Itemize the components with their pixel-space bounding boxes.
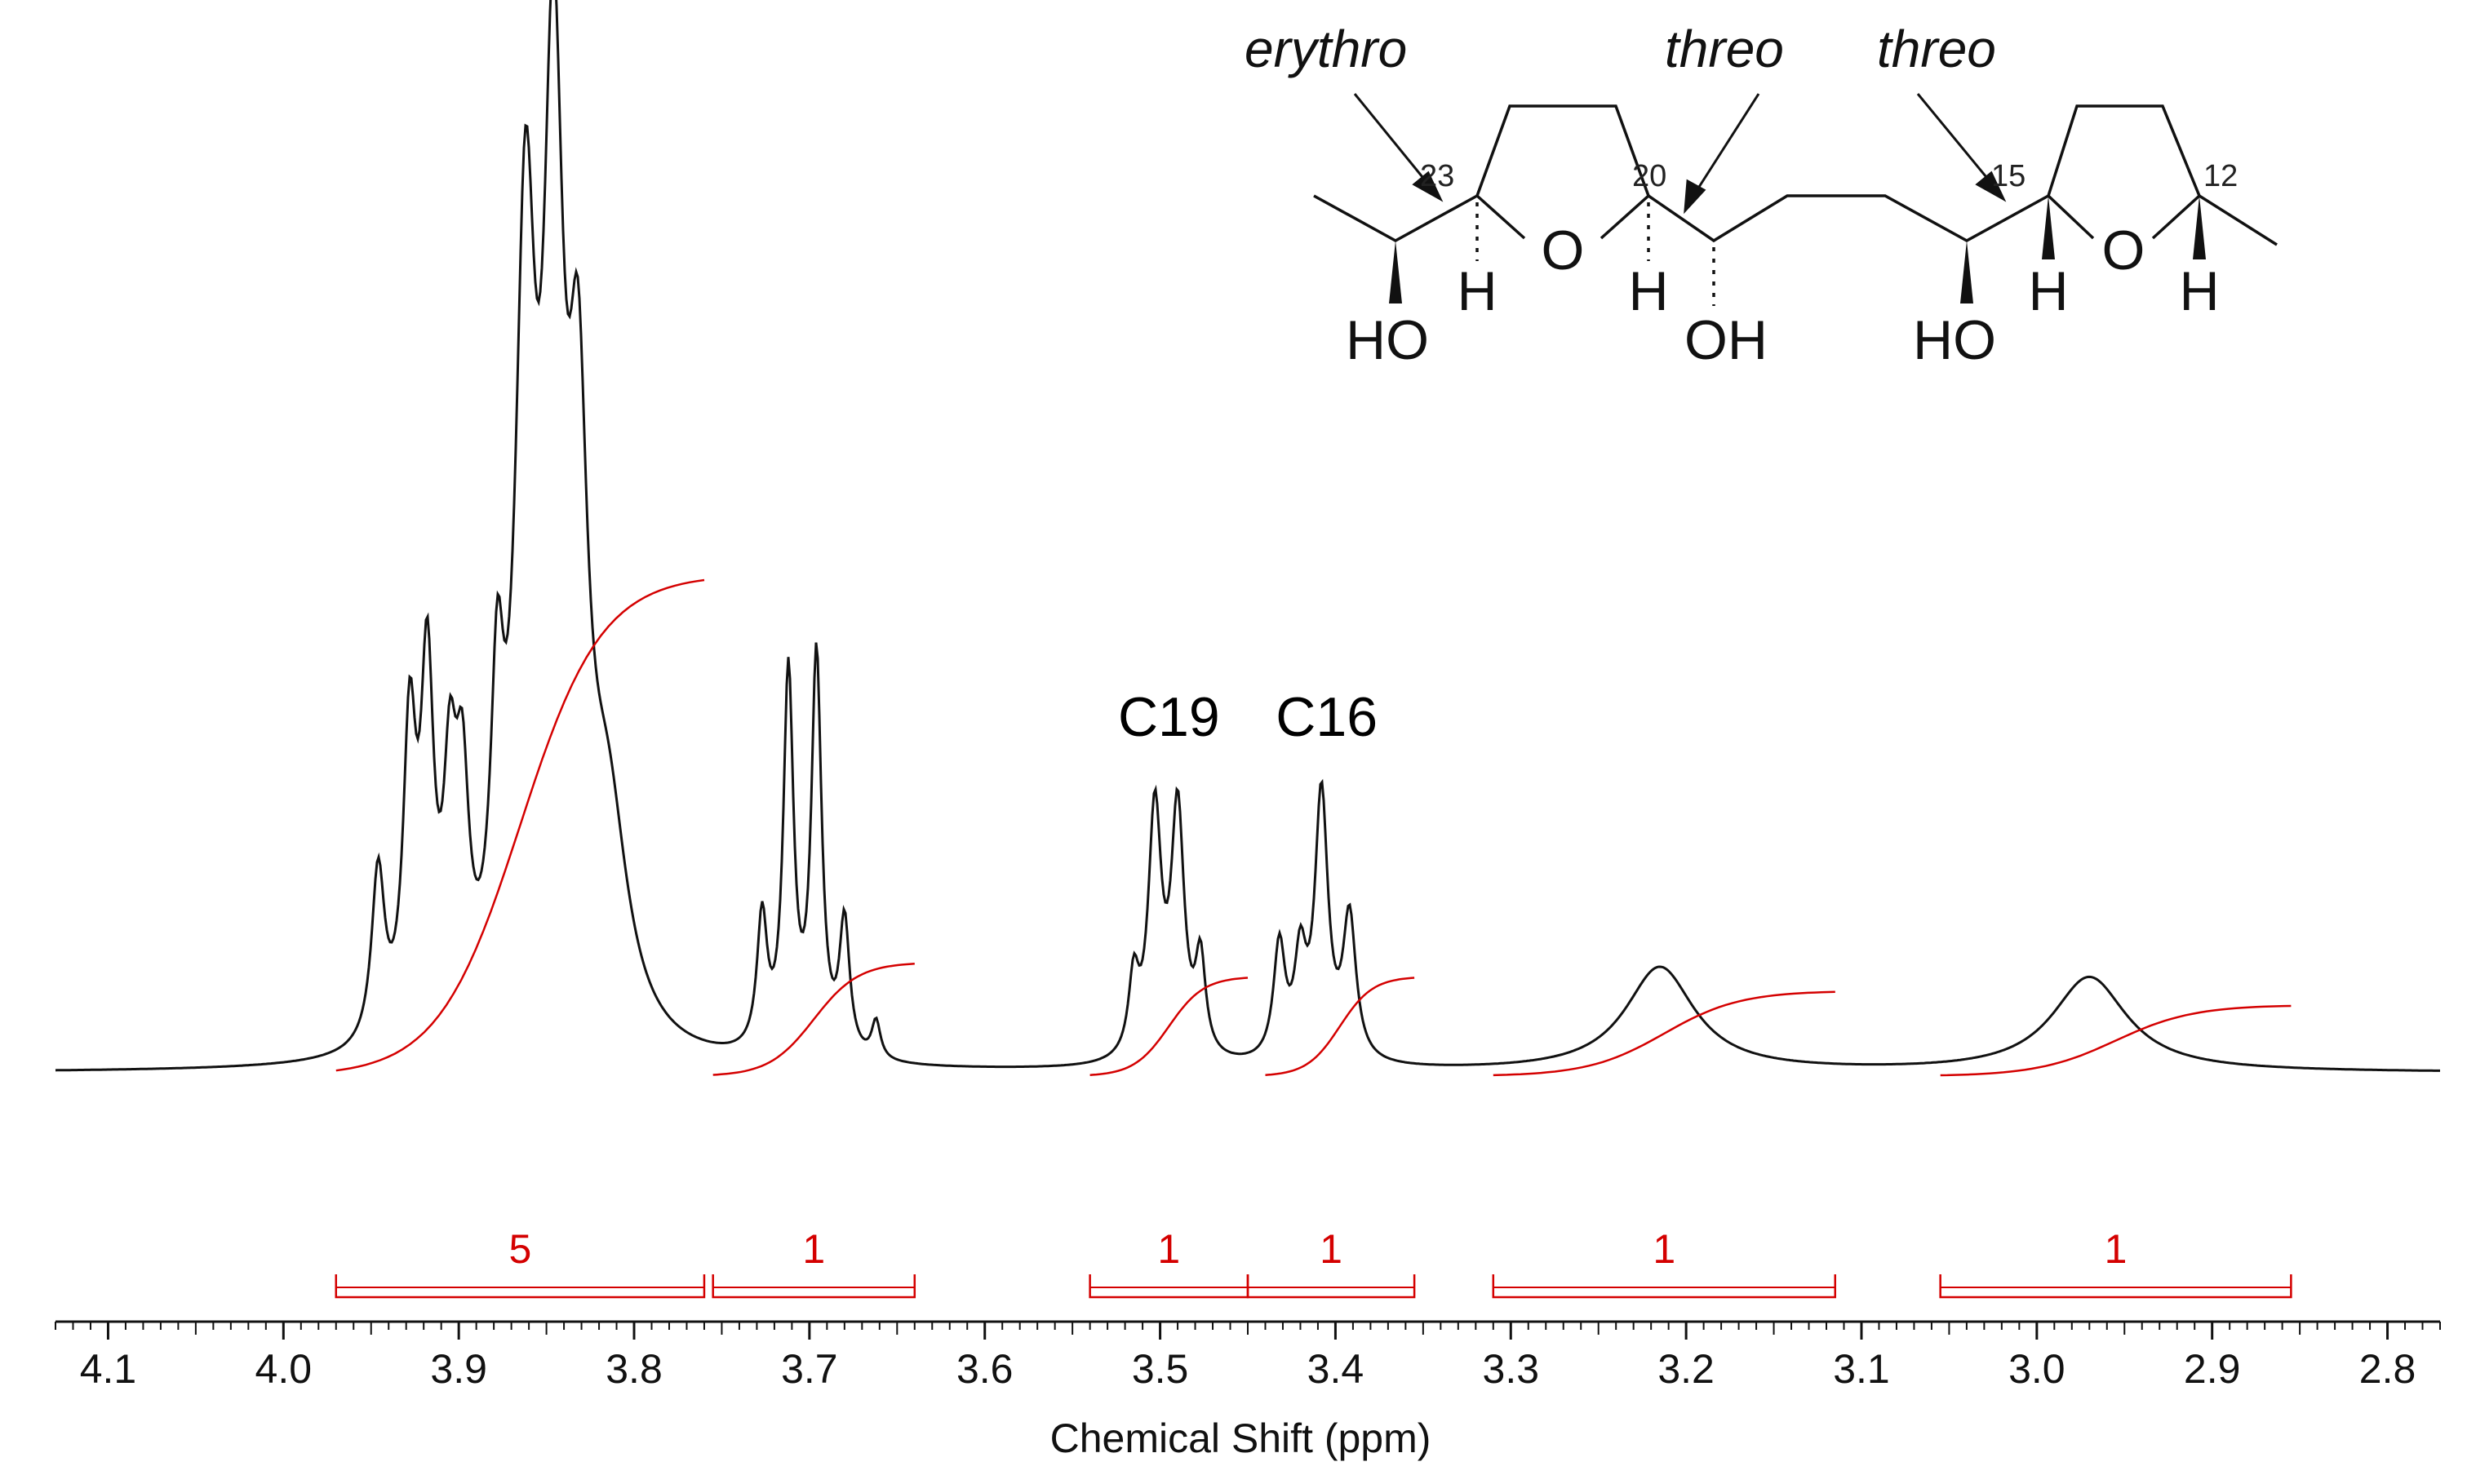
x-tick-label: 4.0 xyxy=(255,1346,313,1392)
x-tick-label: 3.7 xyxy=(781,1346,838,1392)
integral-brackets: 5 1 1 1 1 1 xyxy=(335,1226,2292,1299)
x-axis: 4.1 4.0 3.9 3.8 3.7 3.6 3.5 3.4 3.3 3.2 3.1 3.0 2.9 2… xyxy=(55,1320,2441,1392)
hydrogen-c15: H xyxy=(2028,260,2068,322)
ring-oxygen-left: O xyxy=(1542,219,1585,281)
carbon-number-20: 20 xyxy=(1632,159,1666,193)
x-axis-title: Chemical Shift (ppm) xyxy=(1050,1415,1431,1461)
x-tick-label: 3.0 xyxy=(2008,1346,2065,1392)
carbon-number-23: 23 xyxy=(1420,159,1454,193)
hydrogen-c23: H xyxy=(1457,260,1497,322)
integral-bracket-4: 1 xyxy=(1246,1226,1416,1299)
integral-curve-1 xyxy=(335,578,705,1072)
x-tick-label: 3.8 xyxy=(606,1346,663,1392)
wedge-bonds xyxy=(1389,196,2206,303)
stereo-arrows xyxy=(1353,93,2007,215)
hydroxyl-c24: HO xyxy=(1346,309,1429,371)
integral-label-3: 1 xyxy=(1157,1226,1180,1272)
integral-curve-2 xyxy=(712,963,915,1076)
integral-bracket-5: 1 xyxy=(1492,1226,1837,1299)
peak-annotations: C19 C16 xyxy=(1118,686,1378,748)
x-tick-label: 3.3 xyxy=(1483,1346,1540,1392)
integral-curves xyxy=(335,578,2292,1077)
x-tick-label: 2.9 xyxy=(2184,1346,2241,1392)
integral-label-1: 5 xyxy=(508,1226,531,1272)
skeleton-bonds xyxy=(1313,104,2278,306)
spectrum-trace xyxy=(55,0,2440,1072)
hydrogen-c20: H xyxy=(1628,260,1668,322)
integral-bracket-1: 5 xyxy=(335,1226,706,1299)
peak-annotation-c16: C16 xyxy=(1276,686,1378,748)
integral-bracket-3: 1 xyxy=(1089,1226,1249,1299)
ring-oxygen-right: O xyxy=(2102,219,2145,281)
hydroxyl-c16: HO xyxy=(1913,309,1996,371)
integral-curve-6 xyxy=(1940,1004,2292,1077)
integral-bracket-2: 1 xyxy=(712,1226,916,1299)
integral-label-5: 1 xyxy=(1653,1226,1675,1272)
integral-curve-5 xyxy=(1493,990,1835,1077)
integral-curve-4 xyxy=(1265,977,1415,1076)
x-tick-label: 3.4 xyxy=(1307,1346,1364,1392)
integral-label-4: 1 xyxy=(1320,1226,1342,1272)
integral-label-2: 1 xyxy=(802,1226,825,1272)
stereo-label-threo-20: threo xyxy=(1665,20,1784,78)
peak-annotation-c19: C19 xyxy=(1118,686,1220,748)
carbon-number-12: 12 xyxy=(2203,159,2238,193)
hydroxyl-c19: OH xyxy=(1684,309,1768,371)
x-tick-label: 4.1 xyxy=(80,1346,137,1392)
x-tick-label: 3.6 xyxy=(956,1346,1014,1392)
stereo-label-erythro: erythro xyxy=(1245,20,1407,78)
x-tick-label: 3.5 xyxy=(1132,1346,1189,1392)
x-tick-label: 3.2 xyxy=(1657,1346,1715,1392)
hydrogen-c12: H xyxy=(2179,260,2219,322)
integral-curve-3 xyxy=(1089,977,1249,1076)
x-tick-label: 2.8 xyxy=(2359,1346,2416,1392)
integral-label-6: 1 xyxy=(2105,1226,2128,1272)
integral-bracket-6: 1 xyxy=(1939,1226,2292,1299)
stereo-label-threo-15: threo xyxy=(1877,20,1996,78)
x-tick-label: 3.1 xyxy=(1833,1346,1890,1392)
x-tick-label: 3.9 xyxy=(430,1346,487,1392)
chemical-structure: erythro threo threo xyxy=(1245,20,2278,371)
carbon-number-15: 15 xyxy=(1991,159,2026,193)
